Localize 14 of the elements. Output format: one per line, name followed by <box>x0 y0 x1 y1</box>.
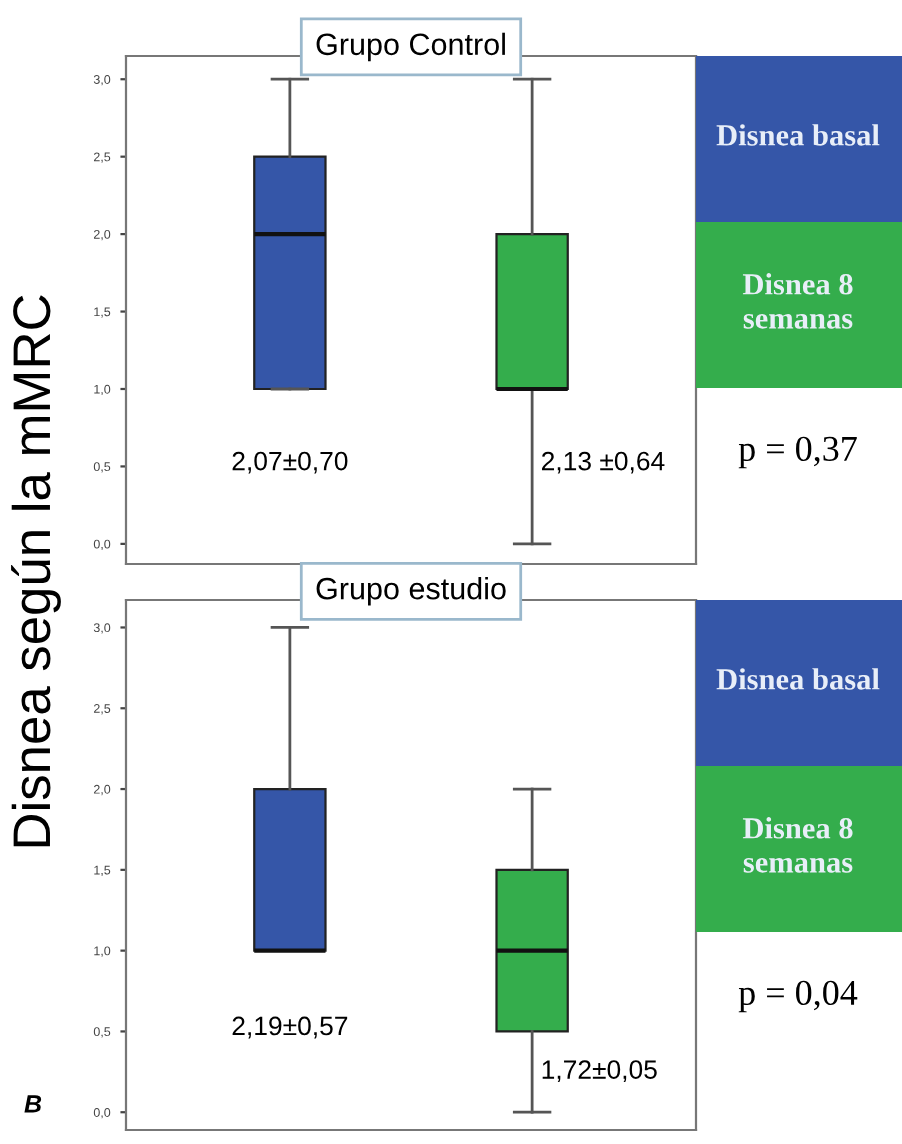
chart-title: Grupo Control <box>316 32 505 62</box>
chart-title: Grupo estudio <box>316 577 506 606</box>
annotation: 2,19±0,57 <box>232 1016 348 1039</box>
text: Disnea basal <box>716 668 880 690</box>
annotation: 2,07±0,70 <box>232 451 348 474</box>
text: p = 0,37 <box>738 436 857 469</box>
annotation: 1,72±0,05 <box>542 1060 657 1083</box>
y-axis-title: Disnea según la mMRC <box>11 295 61 847</box>
text: Disnea 8 semanas <box>742 817 853 873</box>
text: p = 0,04 <box>738 980 858 1013</box>
annotation: 2,13 ±0,64 <box>542 451 665 474</box>
text: B <box>24 1095 42 1113</box>
text: Disnea basal <box>716 124 880 146</box>
text: Disnea 8 semanas <box>742 273 853 329</box>
